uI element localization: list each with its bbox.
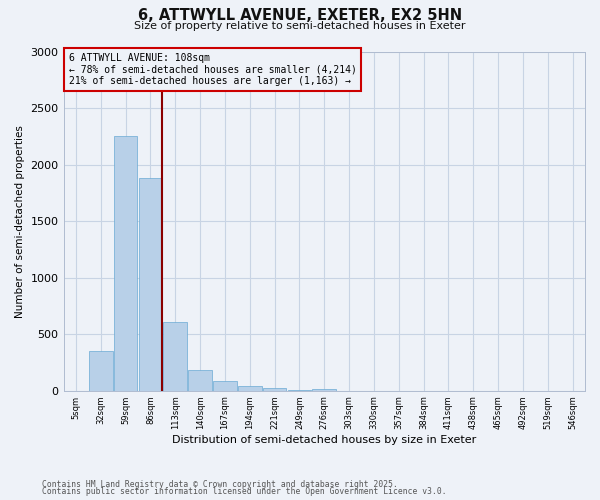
Bar [238,386,262,390]
Text: Contains HM Land Registry data © Crown copyright and database right 2025.: Contains HM Land Registry data © Crown c… [42,480,398,489]
Text: Contains public sector information licensed under the Open Government Licence v3: Contains public sector information licen… [42,487,446,496]
Bar [139,178,162,390]
X-axis label: Distribution of semi-detached houses by size in Exeter: Distribution of semi-detached houses by … [172,435,476,445]
Bar [114,136,137,390]
Text: 6, ATTWYLL AVENUE, EXETER, EX2 5HN: 6, ATTWYLL AVENUE, EXETER, EX2 5HN [138,8,462,22]
Bar [213,380,237,390]
Bar [188,370,212,390]
Bar [263,388,286,390]
Text: 6 ATTWYLL AVENUE: 108sqm
← 78% of semi-detached houses are smaller (4,214)
21% o: 6 ATTWYLL AVENUE: 108sqm ← 78% of semi-d… [69,53,356,86]
Text: Size of property relative to semi-detached houses in Exeter: Size of property relative to semi-detach… [134,21,466,31]
Bar [89,351,113,391]
Bar [313,389,336,390]
Bar [163,322,187,390]
Y-axis label: Number of semi-detached properties: Number of semi-detached properties [15,124,25,318]
